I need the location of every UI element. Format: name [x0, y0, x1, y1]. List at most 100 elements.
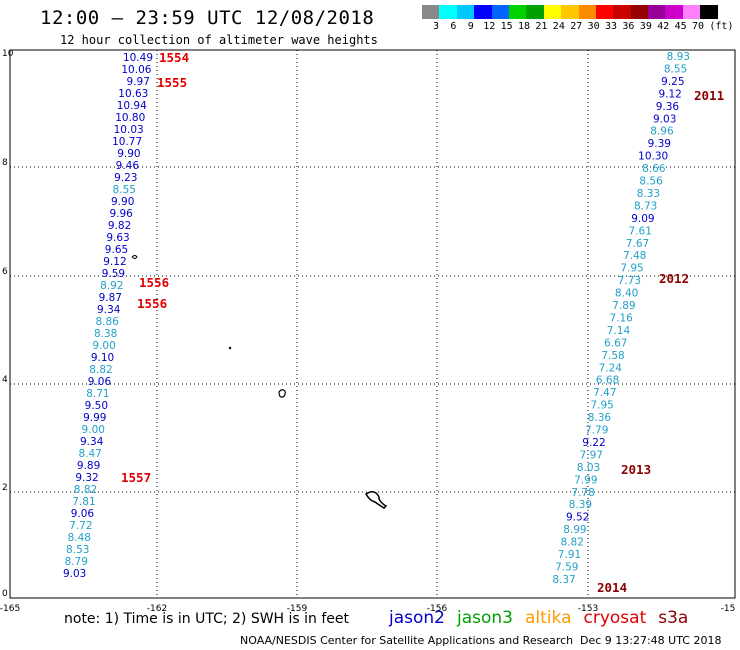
swh-value: 9.87: [99, 292, 122, 304]
swh-value: 8.39: [569, 499, 592, 511]
legend-cryosat: cryosat: [583, 608, 647, 628]
swh-value: 9.23: [114, 172, 137, 184]
satellite-legend: jason2 jason3 altika cryosat s3a: [389, 608, 700, 628]
swh-value: 9.99: [83, 412, 106, 424]
swh-value: 7.89: [612, 300, 635, 312]
scale-label: 33: [605, 21, 618, 32]
legend-s3a: s3a: [658, 608, 689, 628]
scale-swatch: [526, 5, 544, 19]
swh-value: 9.97: [127, 76, 150, 88]
swh-value: 8.37: [552, 574, 575, 586]
swh-value: 7.99: [574, 474, 597, 486]
scale-swatch: [630, 5, 649, 19]
swh-value: 8.48: [68, 532, 91, 544]
scale-swatch: [508, 5, 527, 19]
swh-value: 9.34: [80, 436, 104, 448]
scale-swatch: [456, 5, 475, 19]
page-title: 12:00 – 23:59 UTC 12/08/2018: [40, 7, 375, 29]
swh-value: 9.82: [108, 220, 131, 232]
swh-value: 8.82: [74, 484, 97, 496]
scale-label: (ft): [709, 21, 734, 32]
swh-value: 8.55: [113, 184, 136, 196]
swh-value: 8.99: [563, 524, 586, 536]
swh-value: 8.40: [615, 288, 638, 300]
x-tick-label: -153: [578, 604, 598, 614]
swh-value: 10.77: [112, 136, 142, 148]
scale-swatch: [439, 5, 457, 19]
swh-value: 7.59: [555, 561, 578, 573]
swh-value: 9.90: [111, 196, 134, 208]
swh-value: 8.82: [561, 537, 584, 549]
y-tick-label: 6: [2, 267, 8, 277]
swh-value: 6.67: [604, 337, 627, 349]
swh-value: 7.95: [620, 263, 643, 275]
swh-value: 10.63: [118, 88, 148, 100]
swh-value: 8.71: [86, 388, 109, 400]
swh-value: 10.06: [121, 64, 151, 76]
swh-value: 7.78: [571, 487, 594, 499]
scale-swatch: [613, 5, 631, 19]
swh-value: 9.63: [106, 232, 129, 244]
scale-label: 36: [622, 21, 635, 32]
scale-label: 70: [692, 21, 705, 32]
swh-value: 8.55: [664, 63, 687, 75]
legend-jason3: jason3: [457, 608, 513, 628]
scale-swatch: [595, 5, 614, 19]
swh-value: 10.80: [115, 112, 145, 124]
swh-value: 8.53: [66, 544, 89, 556]
color-scale-labels: 3 6 9 12 15 18 21 24 27 30 33 36 39 42 45 70 (ft): [422, 21, 740, 35]
scale-label: 39: [639, 21, 652, 32]
swh-value: 7.67: [626, 238, 649, 250]
swh-value: 8.86: [96, 316, 120, 328]
swh-value: 8.96: [650, 126, 674, 138]
pass-label: 1556: [139, 275, 169, 290]
units-note: note: 1) Time is in UTC; 2) SWH is in fe…: [64, 611, 350, 627]
swh-value: 8.92: [100, 280, 123, 292]
swh-value: 9.00: [92, 340, 115, 352]
x-tick-label: -15: [721, 604, 736, 614]
swh-value: 9.00: [82, 424, 105, 436]
page-subtitle: 12 hour collection of altimeter wave hei…: [60, 33, 378, 47]
swh-value: 8.93: [667, 51, 690, 63]
scale-label: 21: [535, 21, 548, 32]
swh-value: 7.14: [607, 325, 631, 337]
swh-value: 9.50: [85, 400, 108, 412]
swh-value: 9.06: [71, 508, 95, 520]
swh-value: 9.12: [658, 88, 681, 100]
swh-value: 8.38: [94, 328, 117, 340]
swh-value: 7.24: [599, 362, 623, 374]
x-tick-label: -156: [427, 604, 448, 614]
swh-value: 9.22: [582, 437, 605, 449]
timestamp-text: Dec 9 13:27:48 UTC 2018: [580, 634, 722, 647]
island-kahoolawe: [278, 389, 286, 398]
swh-value: 9.25: [661, 76, 684, 88]
swh-value: 7.81: [72, 496, 95, 508]
scale-swatch: [665, 5, 683, 19]
scale-swatch: [578, 5, 596, 19]
scale-label: 45: [674, 21, 687, 32]
swh-value: 9.06: [88, 376, 112, 388]
swh-value: 7.91: [558, 549, 581, 561]
scale-swatch: [422, 5, 440, 19]
swh-value: 8.79: [65, 556, 88, 568]
island-niihau: [131, 255, 138, 259]
swh-value: 10.03: [114, 124, 144, 136]
swh-value: 8.36: [588, 412, 612, 424]
pass-label: 2014: [597, 580, 627, 595]
swh-value: 9.36: [656, 101, 680, 113]
scale-label: 9: [467, 21, 474, 32]
pass-label: 2012: [659, 271, 689, 286]
swh-value: 10.30: [638, 151, 668, 163]
swh-value: 7.48: [623, 250, 646, 262]
swh-value: 9.03: [63, 568, 86, 580]
swh-value: 9.96: [109, 208, 133, 220]
y-tick-label: 8: [2, 158, 8, 168]
pass-label: 1557: [121, 470, 151, 485]
scale-swatch: [543, 5, 562, 19]
swh-value: 9.34: [97, 304, 121, 316]
y-tick-label: 4: [2, 375, 8, 385]
scale-swatch: [491, 5, 509, 19]
swh-value: 8.66: [642, 163, 666, 175]
swh-value: 7.72: [69, 520, 92, 532]
